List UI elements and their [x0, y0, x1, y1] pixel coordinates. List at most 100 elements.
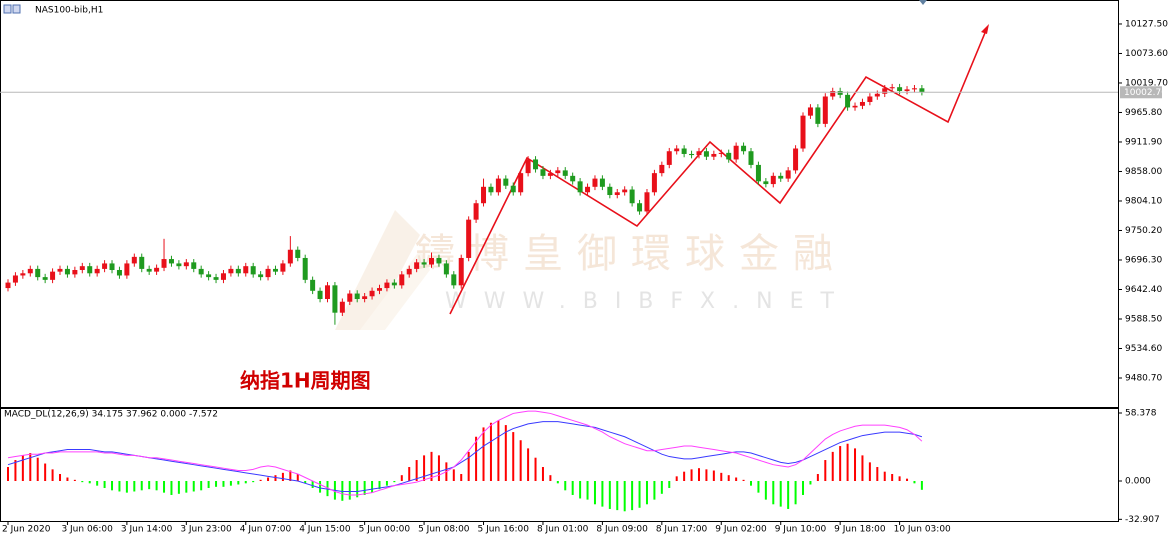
candle-body [384, 282, 390, 289]
candle-body [488, 186, 494, 193]
candle-body [763, 181, 769, 185]
histogram-bar [44, 463, 47, 481]
candle-body [391, 282, 397, 286]
candle-body [258, 274, 264, 278]
histogram-bar [697, 468, 700, 481]
y-tick-label: 9696.30 [1125, 255, 1162, 265]
candle-body [592, 178, 598, 187]
shift-marker [919, 0, 927, 5]
y-tick-label: 9480.70 [1125, 373, 1162, 383]
histogram-bar [556, 480, 559, 484]
x-tick-label: 3 Jun 23:00 [180, 525, 232, 535]
histogram-bar [571, 480, 574, 495]
candle-body [302, 257, 308, 280]
histogram-bar [489, 422, 492, 481]
histogram-bar [452, 469, 455, 481]
histogram-bar [467, 451, 470, 481]
candle-body [139, 256, 145, 269]
histogram-bar [111, 480, 114, 491]
candle-body [778, 175, 784, 179]
candle-body [659, 164, 665, 174]
candle-body [466, 219, 472, 258]
candle-body [87, 266, 93, 274]
histogram-bar [541, 467, 544, 481]
candle-body [102, 263, 108, 269]
histogram-bar [631, 480, 634, 511]
candle-body [503, 178, 509, 186]
histogram-bar [482, 427, 485, 481]
histogram-bar [727, 475, 730, 481]
candle-body [206, 274, 212, 278]
y-tick-label: 9642.40 [1125, 285, 1162, 295]
candle-body [822, 96, 828, 124]
candle-body [748, 151, 754, 165]
main-pane-frame [0, 0, 1119, 408]
histogram-bar [356, 480, 359, 498]
histogram-bar [816, 474, 819, 481]
histogram-bar [66, 477, 69, 481]
candle-body [399, 274, 405, 286]
histogram-bar [564, 480, 567, 491]
histogram-bar [668, 480, 671, 488]
candle-body [547, 173, 553, 176]
candle-body [644, 192, 650, 212]
histogram-bar [237, 480, 240, 485]
histogram-bar [437, 455, 440, 481]
histogram-bar [601, 480, 604, 507]
x-tick-label: 9 Jun 18:00 [834, 525, 886, 535]
histogram-bar [51, 469, 54, 481]
candle-body [228, 268, 234, 274]
candle-body [317, 290, 323, 300]
histogram-bar [140, 480, 143, 491]
candle-body [793, 148, 799, 171]
histogram-bar [839, 446, 842, 481]
candle-body [429, 257, 435, 265]
histogram-bar [14, 460, 17, 481]
candle-body [518, 173, 524, 193]
histogram-bar [296, 474, 299, 481]
histogram-bar [363, 480, 366, 495]
histogram-bar [586, 480, 589, 500]
candle-body [897, 87, 903, 92]
y-tick-label: 9965.80 [1125, 108, 1162, 118]
histogram-bar [21, 455, 24, 481]
candle-body [815, 107, 821, 124]
candle-body [443, 263, 449, 275]
histogram-bar [497, 420, 500, 481]
candle-body [154, 267, 160, 272]
histogram-bar [289, 470, 292, 481]
candle-body [629, 189, 635, 204]
histogram-bar [920, 480, 923, 490]
candle-body [406, 268, 412, 275]
histogram-bar [163, 480, 166, 493]
y-tick-label: 0.000 [1125, 476, 1151, 486]
histogram-bar [653, 480, 656, 500]
histogram-bar [675, 476, 678, 481]
histogram-bar [742, 479, 745, 481]
histogram-bar [341, 480, 344, 501]
histogram-bar [170, 480, 173, 495]
candle-body [265, 268, 271, 278]
candle-body [852, 105, 858, 108]
candle-body [354, 293, 360, 300]
x-tick-label: 8 Jun 17:00 [656, 525, 708, 535]
candle-body [20, 273, 26, 276]
candle-body [807, 107, 813, 116]
y-tick-label: -32.907 [1125, 515, 1160, 525]
candle-body [614, 192, 620, 196]
candle-body [585, 186, 591, 193]
current-price-box [1120, 86, 1162, 99]
candle-body [510, 185, 516, 193]
candle-body [696, 151, 702, 156]
histogram-bar [185, 480, 188, 493]
candle-body [57, 268, 63, 272]
histogram-bar [720, 472, 723, 481]
histogram-bar [103, 480, 106, 488]
candle-body [324, 285, 330, 300]
candle-body [347, 293, 353, 302]
histogram-bar [415, 460, 418, 481]
histogram-bar [861, 455, 864, 481]
candle-body [845, 94, 851, 108]
